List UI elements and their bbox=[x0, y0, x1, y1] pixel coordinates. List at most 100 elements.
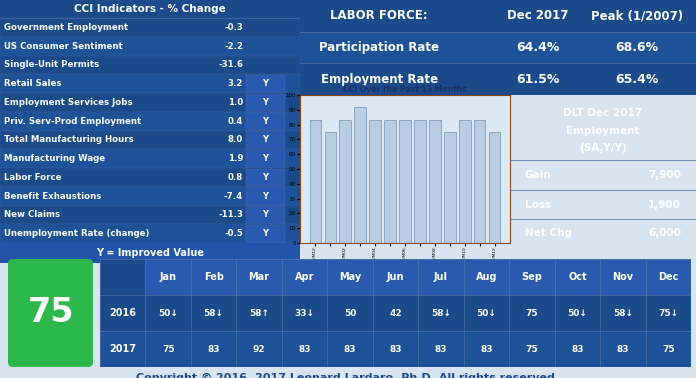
Text: Y: Y bbox=[262, 211, 269, 219]
Text: Jul: Jul bbox=[434, 272, 448, 282]
Text: 75: 75 bbox=[525, 344, 538, 353]
Text: Aug: Aug bbox=[475, 272, 497, 282]
Text: 83: 83 bbox=[207, 344, 220, 353]
Text: Nov: Nov bbox=[612, 272, 633, 282]
Bar bbox=[444, 132, 456, 243]
Text: Apr: Apr bbox=[295, 272, 315, 282]
Text: 1.0: 1.0 bbox=[228, 98, 243, 107]
Bar bbox=[100, 331, 691, 367]
Text: -2.2: -2.2 bbox=[224, 42, 243, 51]
Text: 83: 83 bbox=[435, 344, 448, 353]
Text: Government Employment: Government Employment bbox=[4, 23, 128, 32]
Text: 68.6%: 68.6% bbox=[615, 41, 658, 54]
Text: -7.4: -7.4 bbox=[223, 192, 243, 201]
Text: Y: Y bbox=[262, 117, 269, 125]
Bar bbox=[370, 120, 381, 243]
Text: 92: 92 bbox=[253, 344, 265, 353]
Bar bbox=[0, 168, 300, 187]
Bar bbox=[0, 112, 300, 130]
Text: Y: Y bbox=[262, 192, 269, 201]
Text: 83: 83 bbox=[299, 344, 311, 353]
Text: 0.4: 0.4 bbox=[228, 117, 243, 125]
Bar bbox=[300, 32, 696, 64]
Text: 50: 50 bbox=[344, 308, 356, 318]
Bar bbox=[324, 132, 335, 243]
Bar bbox=[0, 149, 300, 168]
Text: Benefit Exhaustions: Benefit Exhaustions bbox=[4, 192, 102, 201]
Text: US Consumer Sentiment: US Consumer Sentiment bbox=[4, 42, 122, 51]
Text: Jan: Jan bbox=[159, 272, 177, 282]
Bar bbox=[246, 75, 285, 93]
Text: 75↓: 75↓ bbox=[658, 308, 679, 318]
Text: Total Manufacturing Hours: Total Manufacturing Hours bbox=[4, 135, 134, 144]
Bar bbox=[489, 132, 500, 243]
Bar bbox=[0, 130, 300, 149]
Bar bbox=[0, 187, 300, 206]
Text: 0.8: 0.8 bbox=[228, 173, 243, 182]
Text: 33↓: 33↓ bbox=[294, 308, 315, 318]
Text: 58↓: 58↓ bbox=[204, 308, 223, 318]
Text: Sep: Sep bbox=[521, 272, 542, 282]
Bar bbox=[246, 225, 285, 243]
Text: 61.5%: 61.5% bbox=[516, 73, 560, 86]
Text: 2017: 2017 bbox=[109, 344, 136, 354]
Bar bbox=[0, 74, 300, 93]
Text: 1,900: 1,900 bbox=[648, 200, 681, 209]
Text: Gain: Gain bbox=[525, 170, 551, 180]
Text: 65.4%: 65.4% bbox=[615, 73, 658, 86]
Text: Y: Y bbox=[262, 154, 269, 163]
Text: 83: 83 bbox=[344, 344, 356, 353]
Text: Copyright © 2016, 2017 Leonard Lardaro, Ph.D. All rights reserved.: Copyright © 2016, 2017 Leonard Lardaro, … bbox=[136, 373, 560, 378]
Text: (SA,Y/Y): (SA,Y/Y) bbox=[579, 143, 627, 153]
Text: Employment: Employment bbox=[567, 125, 640, 136]
FancyBboxPatch shape bbox=[8, 259, 93, 367]
Text: Y: Y bbox=[262, 229, 269, 238]
Text: 75: 75 bbox=[162, 344, 175, 353]
Text: Dec 2017: Dec 2017 bbox=[507, 9, 569, 22]
Text: Y: Y bbox=[262, 173, 269, 182]
Bar bbox=[0, 18, 300, 37]
Text: Unemployment Rate (change): Unemployment Rate (change) bbox=[4, 229, 150, 238]
Text: 83: 83 bbox=[389, 344, 402, 353]
Text: -0.5: -0.5 bbox=[224, 229, 243, 238]
Bar bbox=[0, 224, 300, 243]
Text: Y: Y bbox=[262, 79, 269, 88]
Text: 2016: 2016 bbox=[109, 308, 136, 318]
Bar bbox=[246, 93, 285, 111]
Text: Employment Services Jobs: Employment Services Jobs bbox=[4, 98, 133, 107]
Bar bbox=[300, 0, 696, 32]
Bar bbox=[246, 112, 285, 130]
Text: 75: 75 bbox=[27, 296, 74, 330]
Text: Y: Y bbox=[262, 135, 269, 144]
Bar bbox=[310, 120, 321, 243]
Text: 64.4%: 64.4% bbox=[516, 41, 560, 54]
Text: Oct: Oct bbox=[568, 272, 587, 282]
Bar bbox=[0, 56, 300, 74]
Text: 50↓: 50↓ bbox=[477, 308, 496, 318]
Text: CCI Indicators - % Change: CCI Indicators - % Change bbox=[74, 4, 226, 14]
Bar bbox=[0, 93, 300, 112]
Bar bbox=[0, 206, 300, 224]
Text: 75: 75 bbox=[662, 344, 674, 353]
Title: CCI Over the Past 13 Months: CCI Over the Past 13 Months bbox=[343, 85, 467, 94]
Text: Employment Rate: Employment Rate bbox=[321, 73, 438, 86]
Text: Participation Rate: Participation Rate bbox=[319, 41, 439, 54]
Text: Loss: Loss bbox=[525, 200, 551, 209]
Text: New Claims: New Claims bbox=[4, 211, 60, 219]
Text: Net Chg: Net Chg bbox=[525, 228, 572, 238]
Bar bbox=[414, 120, 425, 243]
Text: Y: Y bbox=[262, 98, 269, 107]
Bar bbox=[300, 64, 696, 95]
Bar bbox=[246, 187, 285, 205]
Text: 75: 75 bbox=[525, 308, 538, 318]
Text: 8.0: 8.0 bbox=[228, 135, 243, 144]
Text: Priv. Serv-Prod Employment: Priv. Serv-Prod Employment bbox=[4, 117, 141, 125]
Bar bbox=[0, 37, 300, 56]
Text: Single-Unit Permits: Single-Unit Permits bbox=[4, 60, 99, 70]
Text: 1.9: 1.9 bbox=[228, 154, 243, 163]
Bar bbox=[246, 150, 285, 167]
Text: 50↓: 50↓ bbox=[158, 308, 178, 318]
Bar bbox=[100, 259, 145, 295]
Text: -0.3: -0.3 bbox=[224, 23, 243, 32]
Text: 6,000: 6,000 bbox=[648, 228, 681, 238]
